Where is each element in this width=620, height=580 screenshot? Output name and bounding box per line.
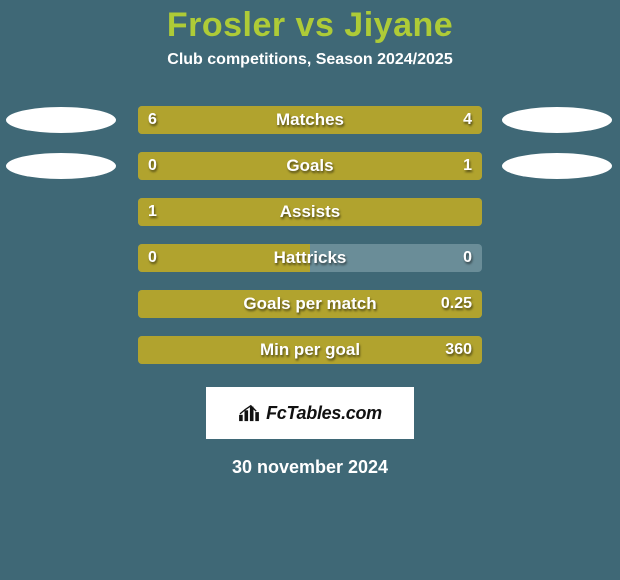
stat-row: Min per goal360 xyxy=(0,327,620,373)
stat-bar: Goals01 xyxy=(138,152,482,180)
stat-bar-left-fill xyxy=(138,290,179,318)
stat-bar: Goals per match0.25 xyxy=(138,290,482,318)
stat-row: Goals per match0.25 xyxy=(0,281,620,327)
brand-text: FcTables.com xyxy=(266,403,382,424)
player-right-marker xyxy=(502,153,612,179)
stat-row: Matches64 xyxy=(0,97,620,143)
stat-bar-left-fill xyxy=(138,244,310,272)
stat-bar-left-fill xyxy=(138,152,200,180)
stat-bar-left-fill xyxy=(138,106,344,134)
comparison-infographic: Frosler vs Jiyane Club competitions, Sea… xyxy=(0,0,620,580)
stat-row: Assists1 xyxy=(0,189,620,235)
subtitle: Club competitions, Season 2024/2025 xyxy=(0,51,620,69)
stat-bar-left-fill xyxy=(138,336,179,364)
stat-bar: Min per goal360 xyxy=(138,336,482,364)
stat-bar: Matches64 xyxy=(138,106,482,134)
brand-badge: FcTables.com xyxy=(206,387,414,439)
stat-bar: Hattricks00 xyxy=(138,244,482,272)
player-left-marker xyxy=(6,153,116,179)
brand-bars-icon xyxy=(238,404,260,422)
stat-bar-right-fill xyxy=(179,290,482,318)
stat-row: Goals01 xyxy=(0,143,620,189)
stat-bar-right-fill xyxy=(344,106,482,134)
stat-value-right: 0 xyxy=(463,244,472,272)
stat-bar: Assists1 xyxy=(138,198,482,226)
stat-bar-right-fill xyxy=(179,336,482,364)
date-text: 30 november 2024 xyxy=(0,457,620,478)
stat-rows: Matches64 Goals01 Assists1 Hattricks00 Goals… xyxy=(0,97,620,373)
page-title: Frosler vs Jiyane xyxy=(0,0,620,45)
stat-row: Hattricks00 xyxy=(0,235,620,281)
player-right-marker xyxy=(502,107,612,133)
stat-bar-left-fill xyxy=(138,198,482,226)
player-left-marker xyxy=(6,107,116,133)
stat-bar-right-fill xyxy=(200,152,482,180)
